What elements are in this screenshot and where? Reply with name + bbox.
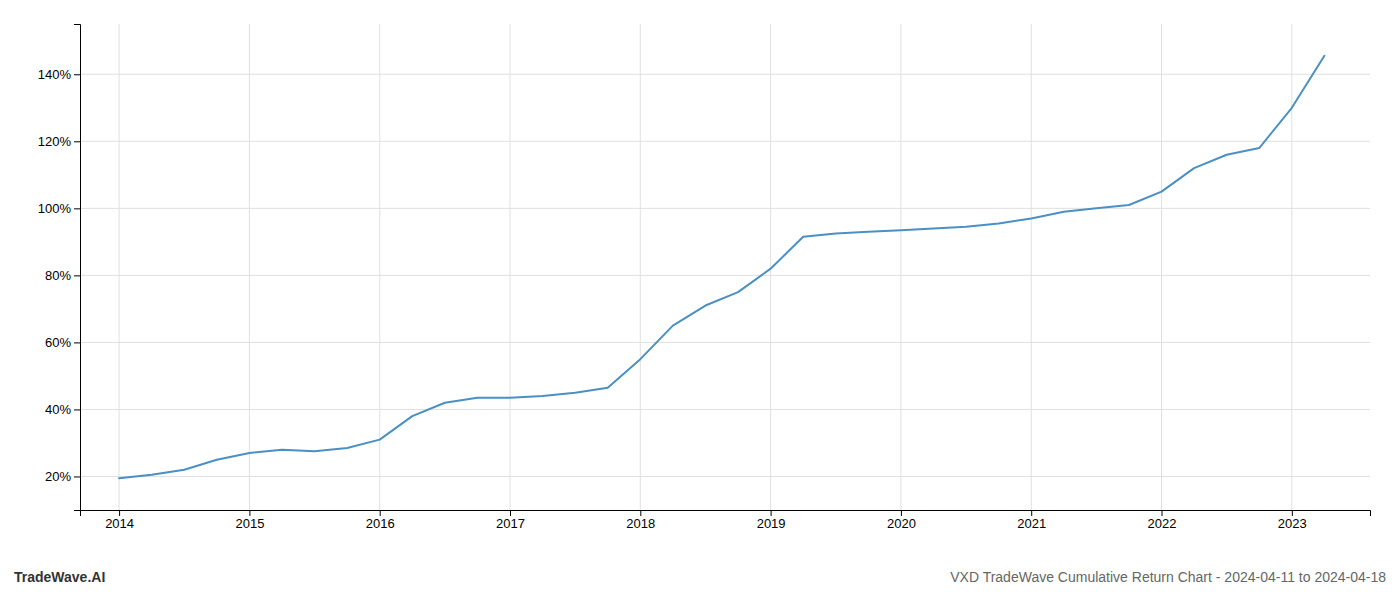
x-tick-mark (380, 510, 381, 516)
x-tick-mark (901, 510, 902, 516)
grid-line-y (80, 74, 1370, 75)
x-tick: 2021 (1017, 510, 1046, 531)
x-tick-mark (510, 510, 511, 516)
x-tick-label: 2016 (366, 516, 395, 531)
x-axis: 2014 2015 2016 2017 2018 2019 2020 2021 2022 2023 (81, 510, 1371, 531)
footer-left: TradeWave.AI (14, 569, 105, 585)
x-tick-mark (119, 510, 120, 516)
x-tick: 2015 (235, 510, 264, 531)
x-tick-label: 2019 (757, 516, 786, 531)
grid-line-x (900, 24, 901, 510)
y-tick: 100% (38, 201, 80, 216)
y-tick: 20% (45, 469, 80, 484)
y-tick-mark (74, 476, 80, 477)
x-axis-line (81, 511, 1371, 517)
chart: 2014 2015 2016 2017 2018 2019 2020 2021 2022 2023… (0, 0, 1400, 600)
grid-line-x (249, 24, 250, 510)
grid (80, 24, 1370, 510)
x-tick-mark (771, 510, 772, 516)
grid-line-y (80, 342, 1370, 343)
y-tick-label: 40% (45, 402, 71, 417)
x-tick-mark (640, 510, 641, 516)
x-tick-label: 2023 (1278, 516, 1307, 531)
grid-line-y (80, 275, 1370, 276)
x-tick-mark (1292, 510, 1293, 516)
y-axis: 20% 40% 60% 80% 100% 120% 140% (38, 25, 81, 511)
y-tick-mark (74, 208, 80, 209)
grid-line-x (119, 24, 120, 510)
x-tick: 2016 (366, 510, 395, 531)
y-tick: 120% (38, 134, 80, 149)
y-tick-label: 80% (45, 268, 71, 283)
y-tick: 40% (45, 402, 80, 417)
y-tick-label: 140% (38, 67, 72, 82)
grid-line-x (1291, 24, 1292, 510)
y-tick-mark (74, 342, 80, 343)
x-tick-label: 2017 (496, 516, 525, 531)
grid-line-x (510, 24, 511, 510)
y-tick-label: 120% (38, 134, 72, 149)
y-tick: 60% (45, 335, 80, 350)
y-axis-line (74, 25, 81, 511)
x-tick-label: 2015 (235, 516, 264, 531)
x-tick-mark (249, 510, 250, 516)
x-tick: 2022 (1148, 510, 1177, 531)
x-tick: 2014 (105, 510, 134, 531)
x-tick-label: 2014 (105, 516, 134, 531)
grid-line-y (80, 141, 1370, 142)
grid-line-y (80, 476, 1370, 477)
series (119, 56, 1324, 478)
line (119, 56, 1324, 478)
grid-line-x (640, 24, 641, 510)
x-tick: 2018 (626, 510, 655, 531)
y-tick-mark (74, 275, 80, 276)
grid-line-x (1031, 24, 1032, 510)
x-tick-label: 2020 (887, 516, 916, 531)
y-tick-label: 60% (45, 335, 71, 350)
plot: 2014 2015 2016 2017 2018 2019 2020 2021 2022 2023… (38, 24, 1371, 531)
grid-line-x (379, 24, 380, 510)
x-tick-mark (1031, 510, 1032, 516)
x-tick: 2020 (887, 510, 916, 531)
y-tick-mark (74, 74, 80, 75)
y-tick-mark (74, 409, 80, 410)
y-tick-label: 100% (38, 201, 72, 216)
y-tick-label: 20% (45, 469, 71, 484)
x-tick-label: 2022 (1148, 516, 1177, 531)
x-tick-label: 2021 (1017, 516, 1046, 531)
grid-line-y (80, 409, 1370, 410)
y-tick-mark (74, 141, 80, 142)
y-tick: 80% (45, 268, 80, 283)
x-tick: 2023 (1278, 510, 1307, 531)
grid-line-x (1161, 24, 1162, 510)
x-tick: 2019 (757, 510, 786, 531)
footer: TradeWave.AI VXD TradeWave Cumulative Ret… (14, 569, 1386, 585)
x-tick: 2017 (496, 510, 525, 531)
x-tick-mark (1162, 510, 1163, 516)
grid-line-y (80, 208, 1370, 209)
x-tick-label: 2018 (626, 516, 655, 531)
footer-right: VXD TradeWave Cumulative Return Chart - … (950, 569, 1386, 585)
y-tick: 140% (38, 67, 80, 82)
